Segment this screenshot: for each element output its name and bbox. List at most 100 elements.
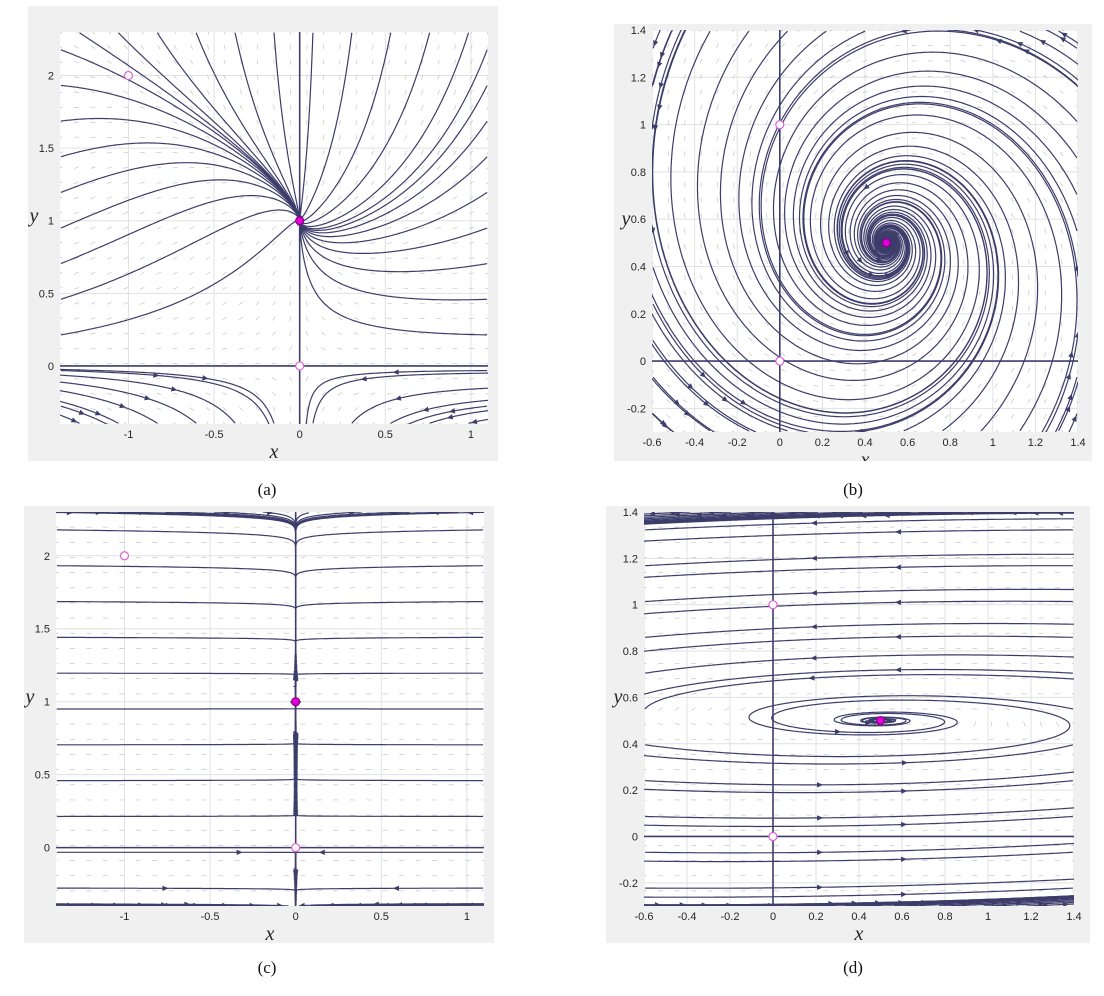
y-tick-label: 0.8 xyxy=(623,646,638,658)
field-arrow xyxy=(683,43,687,48)
field-arrow xyxy=(205,332,211,335)
field-arrow xyxy=(355,89,358,95)
field-arrow xyxy=(797,89,802,94)
y-axis-label: y xyxy=(28,205,39,227)
field-arrow xyxy=(1076,136,1078,139)
streamline xyxy=(60,400,119,424)
field-arrow xyxy=(747,384,753,388)
field-arrow xyxy=(90,271,96,275)
field-arrow xyxy=(157,44,161,50)
field-arrow xyxy=(862,198,868,203)
field-arrow xyxy=(1027,182,1031,187)
field-arrow xyxy=(878,198,884,202)
streamline xyxy=(819,512,863,514)
streamline-arrow xyxy=(223,512,230,516)
field-arrow xyxy=(994,167,999,172)
streamline-arrow xyxy=(894,634,901,640)
streamline xyxy=(351,387,488,424)
field-arrow xyxy=(106,106,112,109)
field-arrow xyxy=(699,274,703,280)
field-arrow xyxy=(773,723,779,726)
field-arrow xyxy=(946,430,950,432)
field-arrow xyxy=(946,243,948,249)
field-arrow xyxy=(652,307,654,311)
streamline xyxy=(644,815,1073,828)
field-arrow xyxy=(1075,120,1078,124)
field-arrow xyxy=(1075,43,1078,46)
field-arrow xyxy=(123,60,128,65)
field-arrow xyxy=(172,332,178,335)
field-arrow xyxy=(305,331,308,337)
caption-a: (a) xyxy=(257,480,277,499)
field-arrow xyxy=(123,196,129,200)
streamline xyxy=(1054,377,1078,432)
field-arrow xyxy=(386,347,392,350)
field-arrow xyxy=(1060,352,1063,358)
field-arrow xyxy=(453,104,457,110)
field-arrow xyxy=(830,136,835,141)
field-arrow xyxy=(452,211,458,215)
streamline-arrow xyxy=(70,417,78,423)
field-arrow xyxy=(780,430,785,432)
field-arrow xyxy=(355,119,358,125)
field-arrow xyxy=(796,431,802,432)
field-arrow xyxy=(862,415,868,418)
field-arrow xyxy=(404,135,408,140)
y-tick-label: 1.4 xyxy=(623,507,638,519)
field-arrow xyxy=(173,75,178,80)
field-arrow xyxy=(106,332,112,335)
field-arrow xyxy=(748,321,753,326)
field-arrow xyxy=(683,321,687,327)
field-arrow xyxy=(421,44,424,50)
field-arrow xyxy=(829,306,835,310)
field-arrow xyxy=(961,399,966,404)
field-arrow xyxy=(256,104,259,110)
field-arrow xyxy=(674,738,680,741)
field-arrow xyxy=(403,302,409,305)
field-arrow xyxy=(765,120,769,126)
field-arrow xyxy=(731,415,737,419)
streamline-arrow xyxy=(817,884,824,891)
field-arrow xyxy=(240,32,242,35)
field-arrow xyxy=(928,213,933,218)
field-arrow xyxy=(1011,228,1014,234)
field-arrow xyxy=(1021,738,1027,741)
field-arrow xyxy=(189,151,195,154)
field-arrow xyxy=(1011,259,1014,265)
field-arrow xyxy=(1054,769,1060,771)
field-arrow xyxy=(371,135,375,140)
streamline-arrow xyxy=(856,256,863,264)
field-arrow xyxy=(691,693,697,695)
field-arrow xyxy=(106,226,112,230)
field-arrow xyxy=(944,121,950,124)
field-arrow xyxy=(156,75,161,80)
streamline-arrow xyxy=(95,512,102,516)
streamline-arrow xyxy=(1074,331,1078,338)
field-arrow xyxy=(337,301,343,306)
streamline-arrow xyxy=(653,40,659,47)
field-arrow xyxy=(1060,30,1064,32)
field-arrow xyxy=(993,59,999,63)
field-arrow xyxy=(748,352,753,357)
field-arrow xyxy=(691,707,696,711)
field-arrow xyxy=(878,400,884,402)
streamline-arrow xyxy=(843,249,849,257)
field-arrow xyxy=(205,392,211,396)
y-tick-label: 0.6 xyxy=(623,692,638,704)
field-arrow xyxy=(404,104,407,110)
field-arrow xyxy=(814,136,818,141)
field-arrow xyxy=(944,399,950,403)
field-arrow xyxy=(977,182,982,187)
field-arrow xyxy=(644,723,647,726)
field-arrow xyxy=(388,104,391,110)
field-arrow xyxy=(862,30,866,32)
field-arrow xyxy=(205,407,211,411)
field-arrow xyxy=(797,135,802,141)
field-arrow xyxy=(830,259,834,265)
field-arrow xyxy=(780,337,786,341)
streamline xyxy=(898,512,963,514)
field-arrow xyxy=(658,662,664,665)
field-arrow xyxy=(928,137,934,140)
field-arrow xyxy=(1011,305,1014,311)
field-arrow xyxy=(172,256,178,260)
